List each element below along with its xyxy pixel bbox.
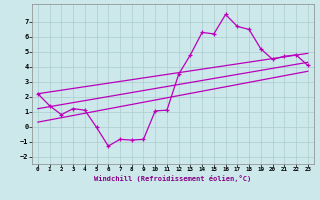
X-axis label: Windchill (Refroidissement éolien,°C): Windchill (Refroidissement éolien,°C) <box>94 175 252 182</box>
